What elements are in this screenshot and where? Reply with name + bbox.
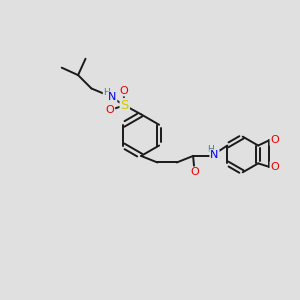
Text: O: O <box>270 135 279 145</box>
Text: H: H <box>207 145 213 154</box>
Text: N: N <box>108 92 116 102</box>
Text: O: O <box>106 105 114 115</box>
Text: N: N <box>210 150 219 161</box>
Text: O: O <box>119 85 128 96</box>
Text: S: S <box>121 99 129 112</box>
Text: O: O <box>190 167 199 177</box>
Text: O: O <box>270 162 279 172</box>
Text: H: H <box>103 88 110 98</box>
